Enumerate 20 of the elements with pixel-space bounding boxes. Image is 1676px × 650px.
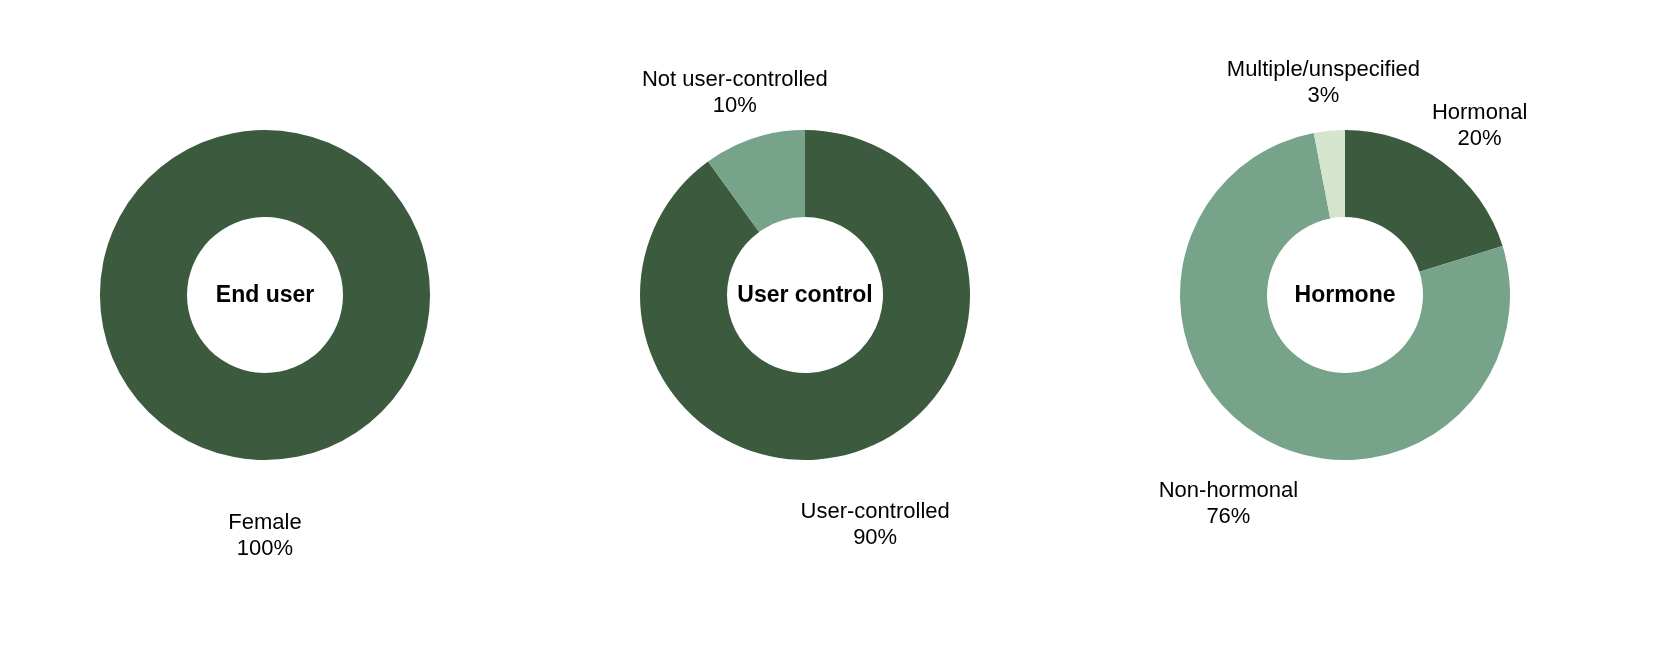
slice-label: Hormonal <box>1431 99 1528 125</box>
text: User control <box>737 281 873 307</box>
donut-slice <box>1345 130 1503 272</box>
slice-label: Not user-controlled <box>641 66 828 92</box>
data-label: 100% <box>236 535 294 560</box>
data-label: 3% <box>1307 82 1340 108</box>
donut-slice <box>708 130 805 232</box>
donut-slice <box>1180 132 1510 460</box>
data-label: 20% <box>1457 125 1502 151</box>
donut-slice <box>640 130 970 460</box>
slice-label: Multiple/unspecified <box>1226 56 1421 82</box>
slice-label: User-controlled <box>800 497 950 523</box>
text: End user <box>215 281 315 307</box>
text: Hormone <box>1294 281 1396 307</box>
donut-slice <box>1313 130 1345 219</box>
data-label: 90% <box>853 523 898 549</box>
data-label: 76% <box>1206 502 1251 528</box>
slice-label: Female <box>228 509 302 534</box>
data-label: 10% <box>712 92 757 118</box>
slice-label: Non-hormonal <box>1158 476 1299 502</box>
